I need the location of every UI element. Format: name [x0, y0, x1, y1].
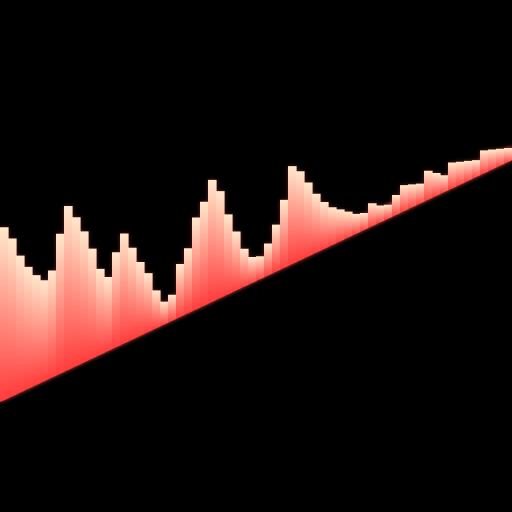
spectrum-bar [224, 214, 233, 297]
spectrum-bar [200, 201, 209, 308]
spectrum-bar [488, 149, 497, 172]
spectrum-bar [240, 248, 249, 289]
spectrum-bar [32, 275, 41, 387]
spectrum-bar [96, 268, 105, 357]
spectrum-bar [104, 277, 113, 353]
spectrum-bar [184, 248, 193, 316]
spectrum-bar [112, 252, 121, 350]
spectrum-bar [120, 233, 129, 346]
spectrum-bar [272, 224, 281, 274]
spectrum-bar [472, 160, 481, 179]
spectrum-bar [280, 199, 289, 270]
spectrum-bar [168, 294, 177, 323]
spectrum-bar [208, 179, 217, 304]
spectrum-bar [320, 201, 329, 251]
spectrum-bar [8, 238, 17, 399]
spectrum-bar [152, 290, 161, 331]
spectrum-bar [304, 182, 313, 259]
spectrum-bar [264, 243, 273, 278]
spectrum-bar [56, 233, 65, 376]
spectrum-bar [136, 261, 145, 338]
spectrum-bar [448, 162, 457, 191]
spectrum-bar [392, 194, 401, 217]
spectrum-bar [328, 207, 337, 247]
spectrum-bars [0, 148, 512, 402]
spectrum-bar [192, 217, 201, 312]
spectrum-bar [352, 213, 361, 236]
spectrum-bar [296, 171, 305, 263]
spectrum-bar [160, 301, 169, 327]
spectrum-bar [360, 213, 369, 232]
spectrum-bar [408, 184, 417, 210]
spectrum-bar [424, 170, 433, 202]
spectrum-bar [48, 270, 57, 380]
spectrum-bar [368, 203, 377, 229]
spectrum-bar [16, 255, 25, 395]
spectrum-bar [400, 185, 409, 213]
spectrum-bar [288, 166, 297, 266]
spectrum-bar [376, 205, 385, 225]
spectrum-bar [384, 204, 393, 221]
spectrum-bar [256, 256, 265, 281]
spectrum-bar [496, 148, 505, 168]
spectrum-bar [336, 209, 345, 244]
spectrum-bar [440, 175, 449, 195]
spectrum-bar [312, 193, 321, 255]
spectrum-bar [128, 247, 137, 342]
spectrum-bar [144, 273, 153, 334]
spectrum-bar [432, 173, 441, 198]
spectrum-bar [80, 231, 89, 365]
spectrum-bar [88, 248, 97, 361]
spectrum-bar [24, 266, 33, 391]
spectrum-bar [504, 148, 512, 164]
spectrum-bar [480, 150, 489, 176]
spectrum-bar [416, 183, 425, 206]
spectrum-bar [344, 211, 353, 240]
spectrum-bar [232, 231, 241, 293]
spectrum-bar [72, 217, 81, 368]
spectrum-bar [456, 161, 465, 187]
spectrum-bar [0, 227, 9, 402]
spectrum-bar [464, 160, 473, 183]
spectrum-bar [40, 280, 49, 384]
spectrum-bar [176, 264, 185, 319]
spectrum-bar [248, 257, 257, 285]
spectrum-bar [216, 191, 225, 300]
spectrum-bar [64, 205, 73, 372]
